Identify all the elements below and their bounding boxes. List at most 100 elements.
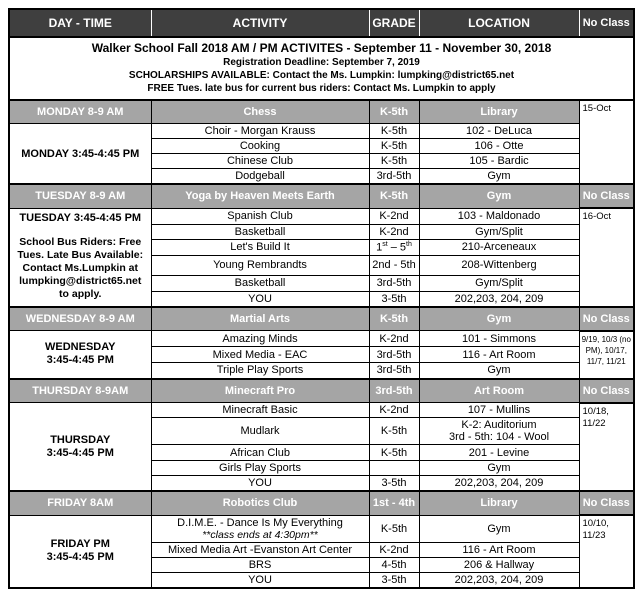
cell-location: 208-Wittenberg (418, 254, 580, 276)
cell-activity: Cooking (150, 138, 370, 154)
monday-am-location: Library (418, 99, 580, 124)
tuesday-am-grade: K-5th (368, 183, 420, 209)
cell-location: 202,203, 204, 209 (418, 290, 580, 307)
grade-ordinal: th (406, 240, 412, 248)
wednesday-am-row: WEDNESDAY 8-9 AM Martial Arts K-5th Gym … (8, 305, 635, 331)
tuesday-pm-time: TUESDAY 3:45-4:45 PM (19, 211, 142, 224)
cell-activity: YOU (150, 571, 370, 588)
cell-activity: Dodgeball (150, 168, 370, 185)
cell-location: Gym (418, 514, 580, 543)
cell-location: Gym/Split (418, 223, 580, 240)
friday-pm-label: FRIDAY PM 3:45-4:45 PM (8, 514, 152, 588)
cell-grade: 3-5th (368, 571, 420, 588)
activity-name: D.I.M.E. - Dance Is My Everything (177, 516, 343, 529)
table-row: TUESDAY 3:45-4:45 PM School Bus Riders: … (8, 207, 635, 307)
tuesday-bus-note: School Bus Riders: Free Tues. Late Bus A… (17, 235, 144, 300)
cell-grade: K-2nd (368, 330, 420, 347)
grade-number: 5 (399, 241, 407, 254)
cell-activity: African Club (150, 444, 370, 461)
tuesday-no-class-date: 16-Oct (578, 207, 635, 307)
cell-grade: 2nd - 5th (368, 254, 420, 276)
friday-am-activity: Robotics Club (150, 490, 370, 516)
cell-location: Gym/Split (418, 274, 580, 292)
friday-am-row: FRIDAY 8AM Robotics Club 1st - 4th Libra… (8, 490, 635, 516)
monday-pm-label: MONDAY 3:45-4:45 PM (8, 123, 152, 185)
cell-grade: K-2nd (368, 223, 420, 240)
friday-am-day: FRIDAY 8AM (8, 490, 152, 516)
cell-activity: Young Rembrandts (150, 254, 370, 276)
cell-activity: Chinese Club (150, 153, 370, 169)
monday-am-activity: Chess (150, 99, 370, 124)
cell-location: 202,203, 204, 209 (418, 475, 580, 492)
cell-grade: K-5th (368, 417, 420, 445)
cell-activity: Minecraft Basic (150, 402, 370, 418)
cell-grade: 3-5th (368, 290, 420, 307)
cell-location: K-2: Auditorium 3rd - 5th: 104 - Wool (418, 417, 580, 445)
cell-location: 103 - Maldonado (418, 207, 580, 225)
friday-am-grade: 1st - 4th (368, 490, 420, 516)
cell-activity: Basketball (150, 274, 370, 292)
cell-activity: Choir - Morgan Krauss (150, 123, 370, 139)
title-line-3: SCHOLARSHIPS AVAILABLE: Contact the Ms. … (128, 70, 515, 81)
location-line: K-2: Auditorium (461, 419, 537, 431)
table-row: Basketball K-2nd Gym/Split (9, 223, 634, 240)
table-row: YOU 3-5th 202,203, 204, 209 (9, 290, 634, 307)
table-row: Basketball 3rd-5th Gym/Split (9, 274, 634, 292)
cell-grade: K-2nd (368, 207, 420, 225)
cell-location: 202,203, 204, 209 (418, 571, 580, 588)
wednesday-am-no-class-label: No Class (578, 305, 635, 331)
cell-activity: Spanish Club (150, 207, 370, 225)
cell-activity: YOU (150, 475, 370, 492)
cell-location: 210-Arceneaux (418, 238, 580, 256)
thursday-am-no-class-label: No Class (578, 377, 635, 403)
cell-grade: K-5th (368, 153, 420, 169)
friday-pm-day: FRIDAY PM (50, 538, 110, 550)
thursday-no-class-date: 10/18, 11/22 (578, 401, 635, 492)
tuesday-am-location: Gym (418, 183, 580, 209)
title-line-1: Walker School Fall 2018 AM / PM ACTIVITE… (91, 41, 552, 55)
wednesday-am-activity: Martial Arts (150, 305, 370, 331)
title-line-4: FREE Tues. late bus for current bus ride… (147, 83, 496, 94)
thursday-pm-time: 3:45-4:45 PM (46, 446, 114, 459)
cell-location: 116 - Art Room (418, 346, 580, 363)
tuesday-am-no-class-label: No Class (578, 183, 635, 209)
cell-location: 101 - Simmons (418, 330, 580, 347)
schedule-table: Walker School Fall 2018 AM / PM ACTIVITE… (8, 8, 635, 589)
cell-grade: K-5th (368, 444, 420, 461)
monday-no-class-date: 15-Oct (578, 99, 635, 185)
cell-activity: Mixed Media - EAC (150, 346, 370, 363)
cell-grade: 3rd-5th (368, 168, 420, 185)
cell-location: 106 - Otte (418, 138, 580, 154)
column-header-no-class: No Class (578, 8, 635, 38)
table-row: MONDAY 3:45-4:45 PM Choir - Morgan Kraus… (8, 123, 634, 185)
cell-activity: D.I.M.E. - Dance Is My Everything **clas… (150, 514, 370, 543)
tuesday-am-day: TUESDAY 8-9 AM (8, 183, 152, 209)
cell-location: 107 - Mullins (418, 402, 580, 418)
table-row: Mixed Media - EAC 3rd-5th 116 - Art Room (9, 346, 634, 363)
thursday-am-location: Art Room (418, 377, 580, 403)
cell-location: 105 - Bardic (418, 153, 580, 169)
monday-am-row: MONDAY 8-9 AM Chess K-5th Library 15-Oct (8, 99, 635, 185)
table-row: FRIDAY PM 3:45-4:45 PM D.I.M.E. - Dance … (8, 514, 635, 588)
table-row: Girls Play Sports Gym (9, 460, 634, 476)
cell-grade (368, 460, 420, 476)
friday-am-no-class-label: No Class (578, 490, 635, 516)
thursday-am-row: THURSDAY 8-9AM Minecraft Pro 3rd-5th Art… (8, 377, 635, 403)
column-header-day-time: DAY - TIME (8, 8, 152, 38)
wednesday-pm-time: 3:45-4:45 PM (46, 354, 114, 367)
grade-dash: – (387, 241, 400, 254)
cell-grade: 3rd-5th (368, 362, 420, 379)
title-block: Walker School Fall 2018 AM / PM ACTIVITE… (8, 36, 635, 101)
thursday-am-day: THURSDAY 8-9AM (8, 377, 152, 403)
table-row: WEDNESDAY 3:45-4:45 PM Amazing Minds K-2… (8, 329, 635, 379)
tuesday-pm-label: TUESDAY 3:45-4:45 PM School Bus Riders: … (8, 207, 152, 307)
friday-am-location: Library (418, 490, 580, 516)
thursday-pm-label: THURSDAY 3:45-4:45 PM (8, 402, 152, 492)
cell-grade: K-5th (368, 123, 420, 139)
cell-activity: Basketball (150, 223, 370, 240)
cell-activity: Girls Play Sports (150, 460, 370, 476)
table-row: African Club K-5th 201 - Levine (9, 444, 634, 461)
column-header-row: DAY - TIME ACTIVITY GRADE LOCATION No Cl… (8, 8, 635, 38)
cell-activity: Let's Build It (150, 238, 370, 256)
